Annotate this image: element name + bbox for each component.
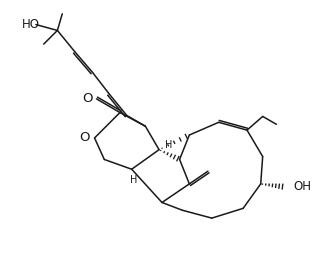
Text: H: H — [130, 175, 137, 185]
Text: H: H — [165, 140, 172, 150]
Text: O: O — [79, 131, 90, 144]
Text: HO: HO — [22, 18, 40, 31]
Text: OH: OH — [293, 180, 311, 193]
Text: O: O — [83, 92, 93, 105]
